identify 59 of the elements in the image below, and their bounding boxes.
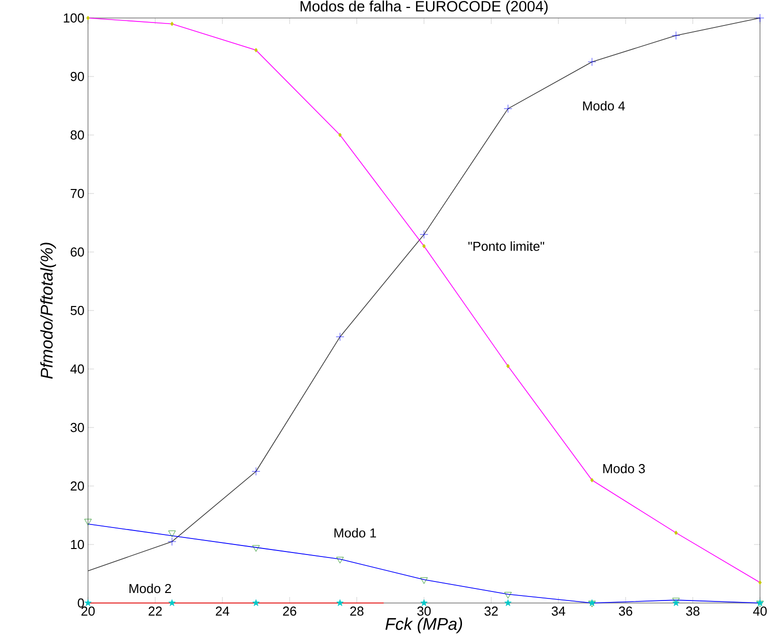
point xyxy=(168,530,176,537)
point xyxy=(84,599,92,606)
x-tick-label: 36 xyxy=(618,606,632,616)
annotation: Modo 4 xyxy=(583,100,625,110)
point xyxy=(86,16,90,20)
y-tick-label: 100 xyxy=(64,13,84,23)
x-tick-label: 20 xyxy=(81,606,95,616)
point xyxy=(504,599,512,606)
point xyxy=(420,577,428,584)
point xyxy=(588,58,596,66)
point xyxy=(672,31,680,40)
y-tick-label: 40 xyxy=(70,364,84,374)
point xyxy=(506,364,510,368)
y-tick-label: 90 xyxy=(70,72,84,82)
point xyxy=(84,518,92,526)
point xyxy=(338,132,342,138)
y-tick-label: 50 xyxy=(70,306,84,316)
annotation: Modo 1 xyxy=(334,528,376,538)
y-tick-label: 80 xyxy=(70,130,84,140)
point xyxy=(504,104,512,113)
y-tick-label: 70 xyxy=(70,188,84,198)
x-tick-label: 26 xyxy=(283,606,296,616)
point xyxy=(252,599,260,606)
point xyxy=(168,537,176,546)
point xyxy=(758,580,762,585)
y-tick-label: 30 xyxy=(70,422,84,432)
point xyxy=(336,332,344,342)
point xyxy=(336,556,344,564)
x-tick-label: 40 xyxy=(753,606,767,616)
point xyxy=(168,599,176,606)
y-tick-label: 60 xyxy=(70,247,84,257)
point xyxy=(590,478,594,482)
annotation: Modo 3 xyxy=(603,464,645,474)
y-axis-title: Pfmodo/Pftotal(%) xyxy=(40,242,56,379)
x-tick-label: 38 xyxy=(686,606,700,616)
chart-title: Modos de falha - EUROCODE (2004) xyxy=(300,0,548,14)
y-tick-label: 20 xyxy=(70,481,84,491)
x-axis-title: Fck (MPa) xyxy=(385,618,462,634)
annotation: "Ponto limite" xyxy=(468,241,544,251)
y-tick-label: 10 xyxy=(71,540,84,550)
annotation: Modo 2 xyxy=(130,584,171,594)
x-tick-label: 32 xyxy=(484,606,498,616)
point xyxy=(674,530,678,535)
point xyxy=(170,22,174,26)
x-tick-label: 24 xyxy=(216,606,230,616)
point xyxy=(420,599,428,606)
point xyxy=(252,467,260,476)
x-tick-label: 28 xyxy=(350,606,364,616)
point xyxy=(756,14,764,22)
point xyxy=(336,599,344,606)
x-tick-label: 30 xyxy=(417,606,431,616)
point xyxy=(422,244,426,248)
x-tick-label: 22 xyxy=(148,606,162,616)
y-tick-label: 0 xyxy=(78,598,84,608)
x-tick-label: 34 xyxy=(552,606,566,616)
point xyxy=(252,545,260,552)
point xyxy=(420,230,428,239)
point xyxy=(254,48,258,52)
point xyxy=(504,592,512,598)
